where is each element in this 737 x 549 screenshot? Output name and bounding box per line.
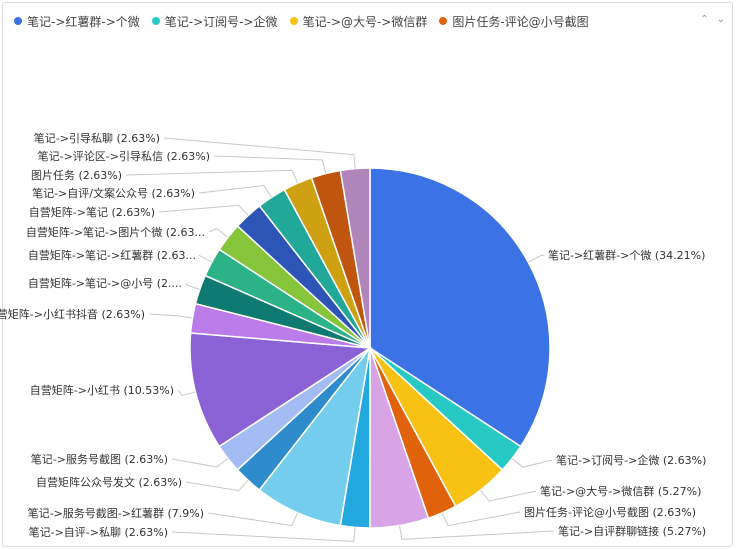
- label-leader-line: [207, 512, 299, 527]
- slice-label: 自营矩阵->小红书 (10.53%): [30, 383, 174, 397]
- legend-label: 笔记->订阅号->企微: [164, 14, 278, 29]
- slice-label: 自营矩阵->笔记->@小号 (2....: [28, 276, 182, 290]
- label-leader-line: [511, 458, 553, 468]
- slice-label: 自营矩阵->笔记->红薯群 (2.63...: [28, 248, 196, 262]
- legend-swatch: [289, 17, 298, 25]
- slice-label: 笔记->自评群聊链接 (5.27%): [558, 524, 706, 538]
- label-leader-line: [198, 185, 273, 198]
- slice-label: 图片任务-评论@小号截图 (2.63%): [524, 505, 696, 519]
- pie-slice[interactable]: [339, 167, 371, 349]
- pie-slice[interactable]: [189, 332, 373, 448]
- label-leader-line: [198, 254, 212, 263]
- slice-label: 笔记->自评/文案公众号 (2.63%): [32, 186, 195, 200]
- slice-label: 笔记->服务号截图->红薯群 (7.9%): [28, 506, 204, 520]
- slice-label: 自营矩阵->小红书抖音 (2.63%): [0, 307, 145, 321]
- legend-item[interactable]: 笔记->红薯群->个微: [14, 13, 140, 30]
- legend-item[interactable]: 图片任务-评论@小号截图: [439, 13, 589, 30]
- slice-label: 图片任务 (2.63%): [31, 169, 122, 182]
- label-leader-line: [163, 137, 356, 169]
- legend-swatch: [14, 17, 22, 25]
- label-leader-line: [213, 155, 327, 174]
- legend-pager: ⌃ ⌄: [700, 14, 725, 25]
- slice-label: 自营矩阵公众号发文 (2.63%): [36, 475, 182, 489]
- legend: 笔记->红薯群->个微 笔记->订阅号->企微 笔记->@大号->微信群 图片任务-评…: [14, 10, 589, 32]
- label-leader-line: [158, 204, 249, 216]
- label-leader-line: [171, 458, 229, 468]
- slice-label: 自营矩阵->笔记->图片个微 (2.63...: [26, 225, 205, 239]
- label-leader-line: [441, 511, 521, 527]
- chevron-down-icon[interactable]: ⌄: [716, 14, 725, 25]
- label-leader-line: [171, 527, 356, 542]
- label-leader-line: [185, 479, 249, 492]
- label-leader-line: [125, 169, 299, 184]
- slice-label: 自营矩阵->笔记 (2.63%): [29, 205, 155, 219]
- legend-label: 笔记->红薯群->个微: [27, 14, 140, 29]
- slice-label: 笔记->引导私聊 (2.63%): [34, 131, 160, 145]
- legend-label: 图片任务-评论@小号截图: [452, 14, 589, 29]
- label-leader-line: [528, 254, 545, 263]
- label-leader-line: [480, 489, 537, 502]
- chevron-up-icon[interactable]: ⌃: [700, 14, 709, 25]
- slice-label: 笔记->订阅号->企微 (2.63%): [556, 453, 706, 467]
- label-leader-line: [208, 228, 229, 238]
- slice-label: 笔记->评论区->引导私信 (2.63%): [38, 149, 210, 163]
- legend-swatch: [151, 17, 160, 25]
- legend-swatch: [439, 17, 448, 25]
- legend-item[interactable]: 笔记->订阅号->企微: [151, 13, 278, 30]
- slice-label: 笔记->自评->私聊 (2.63%): [29, 525, 168, 539]
- legend-item[interactable]: 笔记->@大号->微信群: [289, 13, 428, 30]
- label-leader-line: [399, 525, 555, 540]
- slice-label: 笔记->@大号->微信群 (5.27%): [540, 484, 701, 498]
- label-leader-line: [148, 313, 193, 319]
- label-leader-line: [177, 389, 196, 397]
- slice-label: 笔记->服务号截图 (2.63%): [31, 452, 168, 466]
- slice-label: 笔记->红薯群->个微 (34.21%): [548, 248, 705, 262]
- legend-label: 笔记->@大号->微信群: [302, 14, 428, 29]
- label-leader-line: [185, 282, 200, 290]
